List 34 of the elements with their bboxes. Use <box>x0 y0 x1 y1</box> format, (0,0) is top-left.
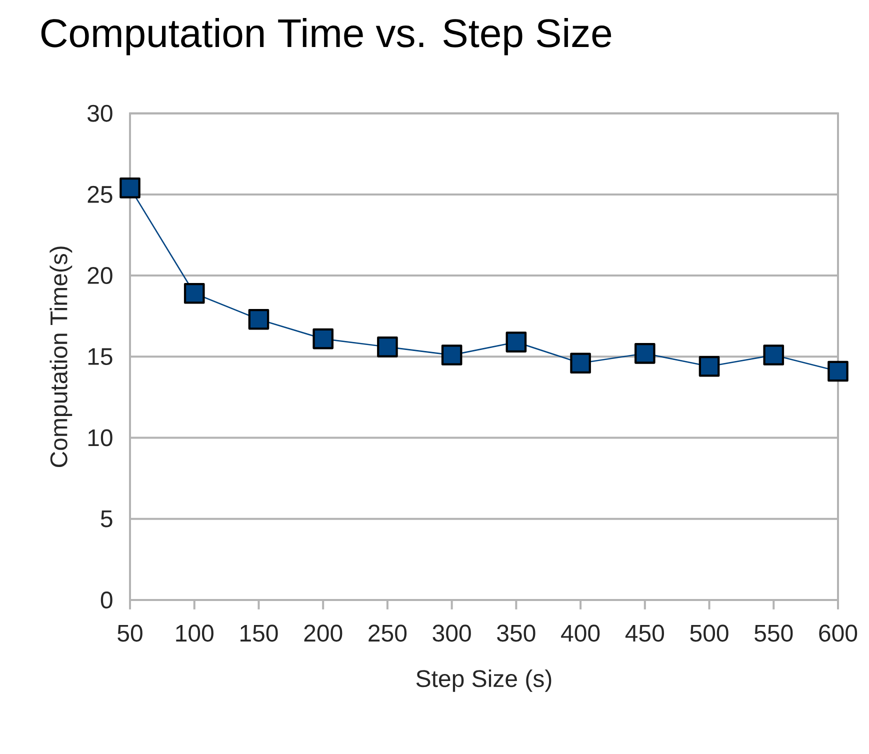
y-tick-label: 5 <box>100 510 112 528</box>
x-tick-label: 300 <box>432 624 471 642</box>
y-axis-title: Computation Time(s) <box>50 246 72 468</box>
x-tick-label: 450 <box>625 624 664 642</box>
point <box>312 328 334 350</box>
x-tick-label: 600 <box>819 624 858 642</box>
x-tick-label: 550 <box>754 624 793 642</box>
x-tick-label: 150 <box>240 624 278 642</box>
y-tick-label: 20 <box>88 267 112 284</box>
x-tick-label: 250 <box>368 624 407 642</box>
y-tick-label: 0 <box>100 591 112 608</box>
x-tick-label: 100 <box>176 624 214 642</box>
point <box>570 352 591 374</box>
y-tick-label: 15 <box>88 348 112 366</box>
y-tick-label: 30 <box>88 104 112 122</box>
x-tick-label: 400 <box>561 624 600 642</box>
point <box>828 360 848 382</box>
y-tick-label: 10 <box>88 429 112 446</box>
point <box>634 343 656 364</box>
point <box>506 332 527 352</box>
y-tick-label: 25 <box>88 186 112 203</box>
chart-title: Computation Time vs. Step Size <box>41 18 612 56</box>
point <box>441 344 462 366</box>
x-tick-label: 350 <box>497 624 536 642</box>
x-tick-label: 500 <box>690 624 728 642</box>
x-tick-label: 200 <box>304 624 342 642</box>
x-tick-label: 50 <box>118 624 142 642</box>
x-axis-title: Step Size (s) <box>416 670 552 692</box>
point <box>377 336 398 358</box>
point <box>184 282 205 304</box>
point <box>698 356 720 377</box>
point <box>248 308 270 330</box>
point <box>763 344 784 366</box>
point <box>120 178 140 198</box>
